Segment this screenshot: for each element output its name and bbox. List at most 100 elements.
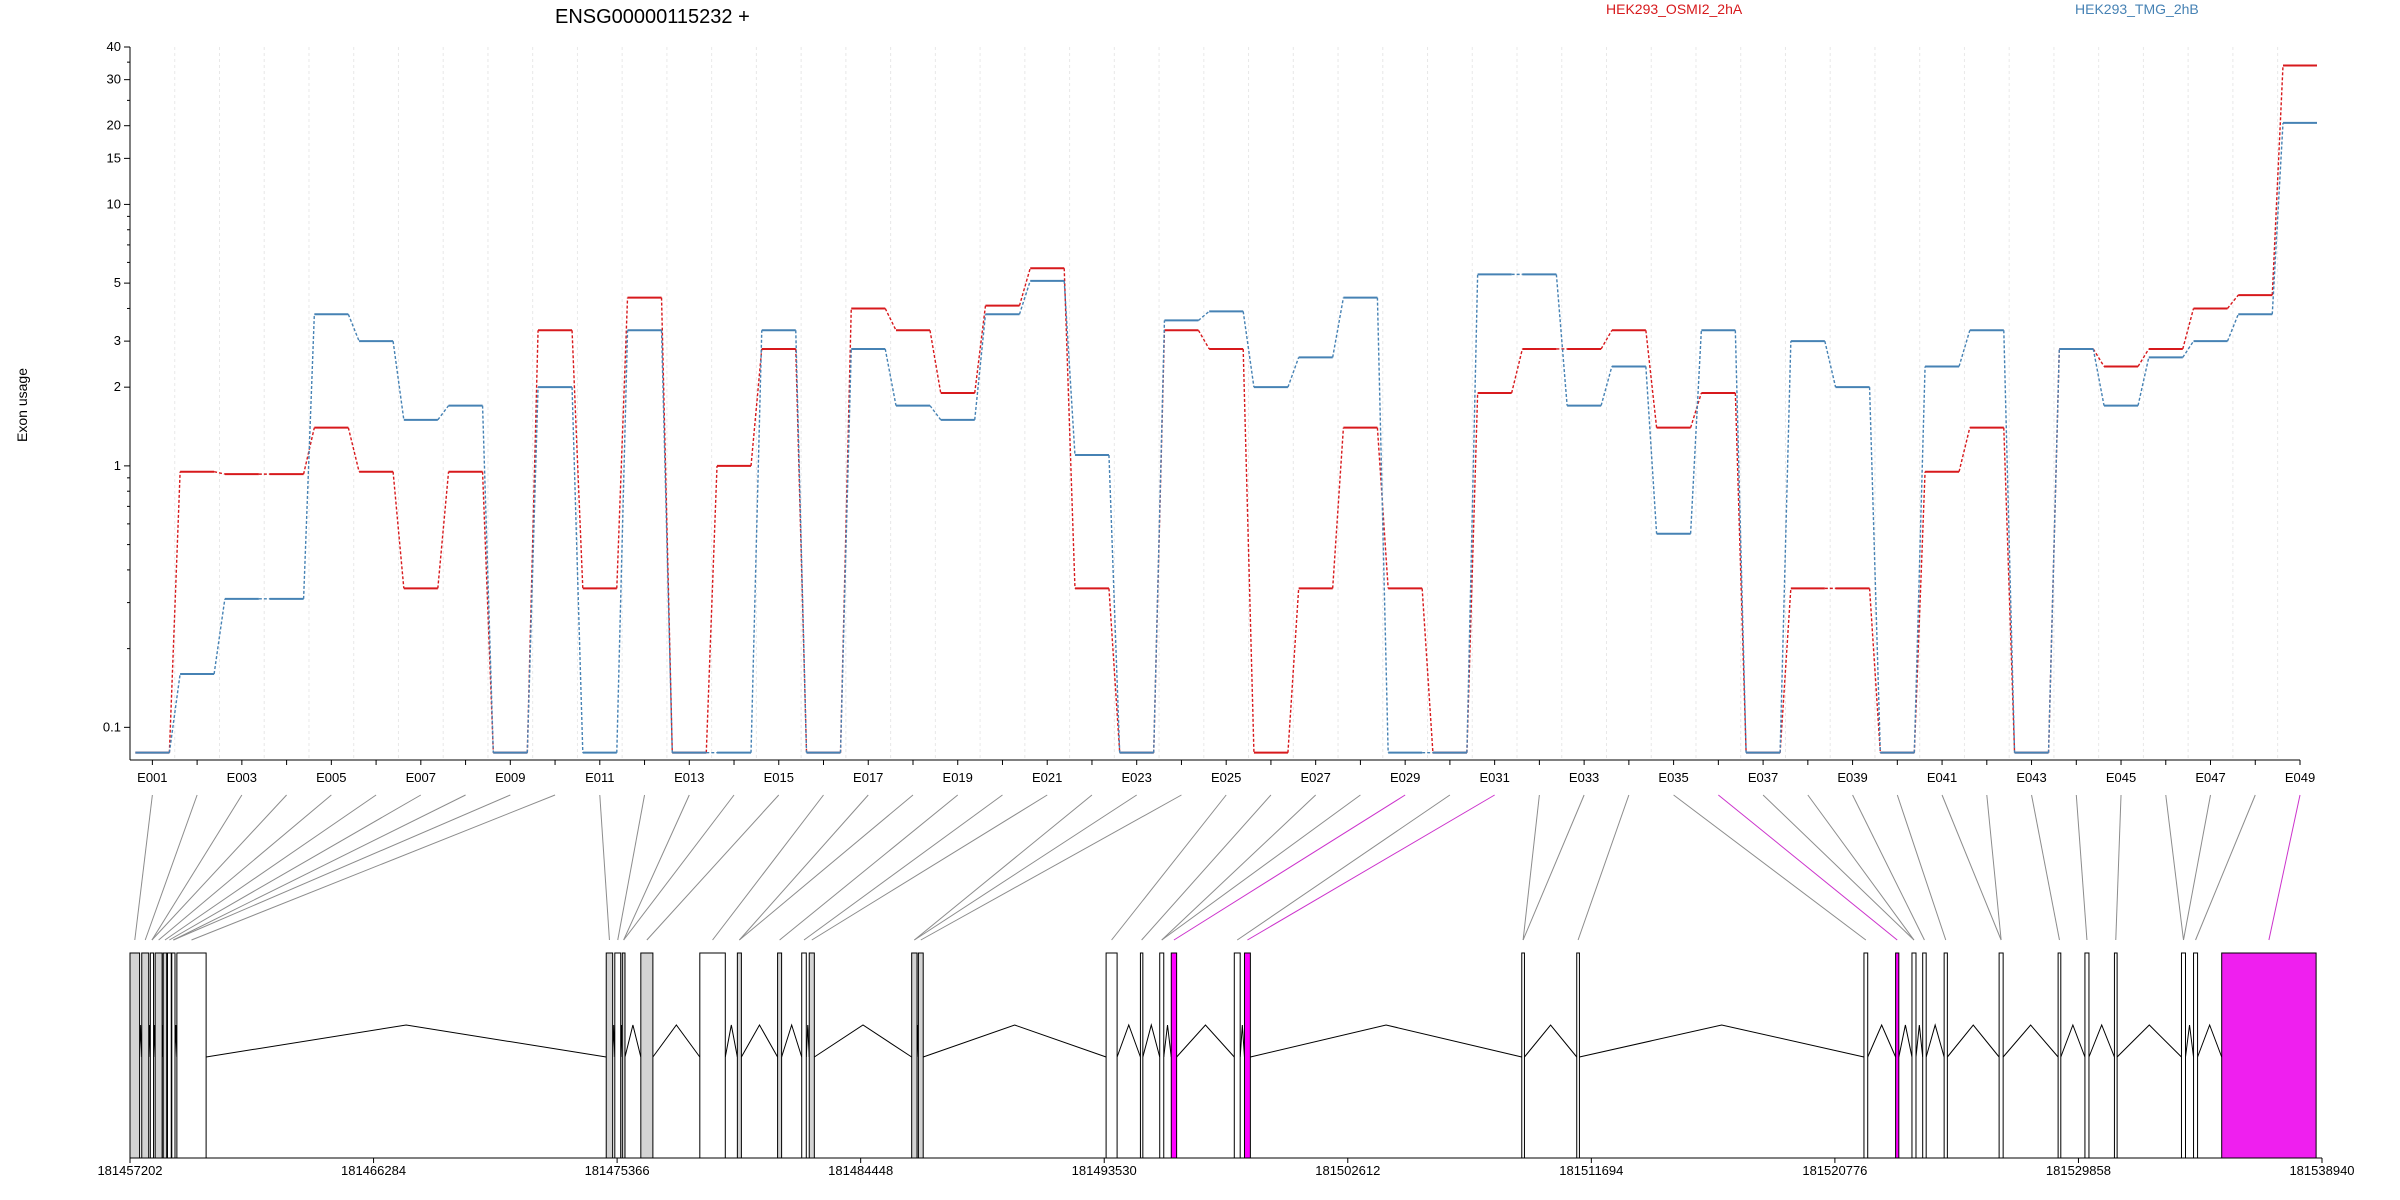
series-connector <box>1018 280 1031 315</box>
exon-label: E045 <box>2106 770 2136 785</box>
series-connector <box>974 314 987 420</box>
series-connector <box>2137 357 2150 406</box>
intron <box>1116 1023 1141 1058</box>
exon-label: E001 <box>137 770 167 785</box>
exon-connector <box>2182 794 2212 941</box>
exon-connector <box>151 794 243 941</box>
series-connector <box>481 405 495 753</box>
exon-connector <box>191 794 556 941</box>
intron <box>1142 1023 1161 1058</box>
exon-block <box>605 952 614 1159</box>
y-tick-label: 2 <box>114 379 121 394</box>
legend-series-1: HEK293_OSMI2_2hA <box>1606 1 1743 17</box>
exon-connector <box>164 794 377 941</box>
series-connector <box>2137 348 2150 367</box>
exon-connector <box>1941 794 2002 941</box>
exon-connector <box>158 794 332 941</box>
exon-label: E039 <box>1837 770 1867 785</box>
series-connector <box>392 341 405 420</box>
exon-connector <box>1522 794 1540 941</box>
exon-label: E033 <box>1569 770 1599 785</box>
exon-connector <box>623 794 690 941</box>
series-connector <box>1287 588 1300 753</box>
series-connector <box>302 314 316 599</box>
y-tick-label: 20 <box>107 118 121 133</box>
intron <box>1579 1024 1865 1058</box>
series-connector <box>1824 340 1837 388</box>
exon-block <box>801 952 807 1159</box>
exon-label: E011 <box>585 770 614 785</box>
exon-block <box>162 952 168 1159</box>
exon-block <box>1521 952 1525 1159</box>
y-tick-label: 0.1 <box>103 719 121 734</box>
y-tick-label: 3 <box>114 333 121 348</box>
series-connector <box>2271 122 2284 315</box>
exon-connector <box>1173 794 1406 941</box>
exon-block <box>1139 952 1144 1159</box>
series-connector <box>2003 330 2016 753</box>
grid-lines <box>129 47 2279 760</box>
series-connector <box>1645 366 1658 534</box>
exon-connector <box>738 794 869 941</box>
series-connector <box>1197 329 1210 350</box>
exon-block <box>1863 952 1869 1159</box>
exon-label: E003 <box>227 770 257 785</box>
intron <box>1250 1024 1522 1058</box>
exon-connector <box>173 794 466 941</box>
exon-block <box>808 952 815 1159</box>
series-connector <box>1958 330 1971 367</box>
exon-block <box>614 952 622 1159</box>
exon-block <box>1159 952 1165 1159</box>
exon-label: E025 <box>1211 770 1241 785</box>
series-connector <box>571 330 584 589</box>
series-connector <box>2047 348 2060 753</box>
exon-block <box>917 952 924 1159</box>
exon-label: E019 <box>943 770 973 785</box>
genomic-tick-label: 181475366 <box>585 1163 650 1178</box>
genomic-tick-label: 181538940 <box>2289 1163 2354 1178</box>
exon-connector <box>169 794 422 941</box>
exon-label: E027 <box>1300 770 1330 785</box>
series-connector <box>1645 330 1658 428</box>
exon-block <box>176 952 207 1159</box>
exon-connector <box>1852 794 1925 941</box>
exon-connector <box>712 794 824 941</box>
genomic-tick-label: 181520776 <box>1802 1163 1867 1178</box>
exon-block <box>149 952 155 1159</box>
series-connector <box>1600 366 1613 406</box>
y-tick-label: 30 <box>107 72 121 87</box>
intron <box>2116 1024 2182 1058</box>
series-connector <box>437 405 450 421</box>
gene-model <box>129 952 2317 1159</box>
intron <box>2185 1024 2195 1058</box>
series-connector <box>2182 340 2195 358</box>
series-connector <box>1018 268 1031 306</box>
exon-connector <box>1236 794 1451 941</box>
series-connector <box>2182 308 2195 350</box>
exon-connector <box>173 794 511 941</box>
y-tick-label: 5 <box>114 275 121 290</box>
exon-connector <box>144 794 198 941</box>
y-axis: 0.1 1 2 3 5 10 15 20 30 40 <box>103 39 131 760</box>
exon-label: E007 <box>406 770 436 785</box>
exon-block <box>1243 952 1251 1159</box>
exon-connector <box>2165 794 2184 941</box>
exon-connector <box>1141 794 1272 941</box>
exon-connector <box>811 794 1048 941</box>
series-connector <box>437 471 450 589</box>
series-connector <box>1376 297 1389 753</box>
series-connector <box>660 330 673 753</box>
exon-block <box>1998 952 2004 1159</box>
series-connector <box>1287 357 1300 388</box>
series-connector <box>571 387 584 753</box>
series-connector <box>1466 392 1479 753</box>
series-connector <box>2226 294 2239 309</box>
exon-label: E021 <box>1032 770 1062 785</box>
series-connector <box>750 348 763 466</box>
exon-block <box>621 952 626 1159</box>
series-connector <box>1510 348 1524 394</box>
exon-connector <box>134 794 153 941</box>
exon-connector <box>151 794 287 941</box>
genomic-axis: 181457202 181466284 181475366 181484448 1814… <box>97 1157 2355 1178</box>
